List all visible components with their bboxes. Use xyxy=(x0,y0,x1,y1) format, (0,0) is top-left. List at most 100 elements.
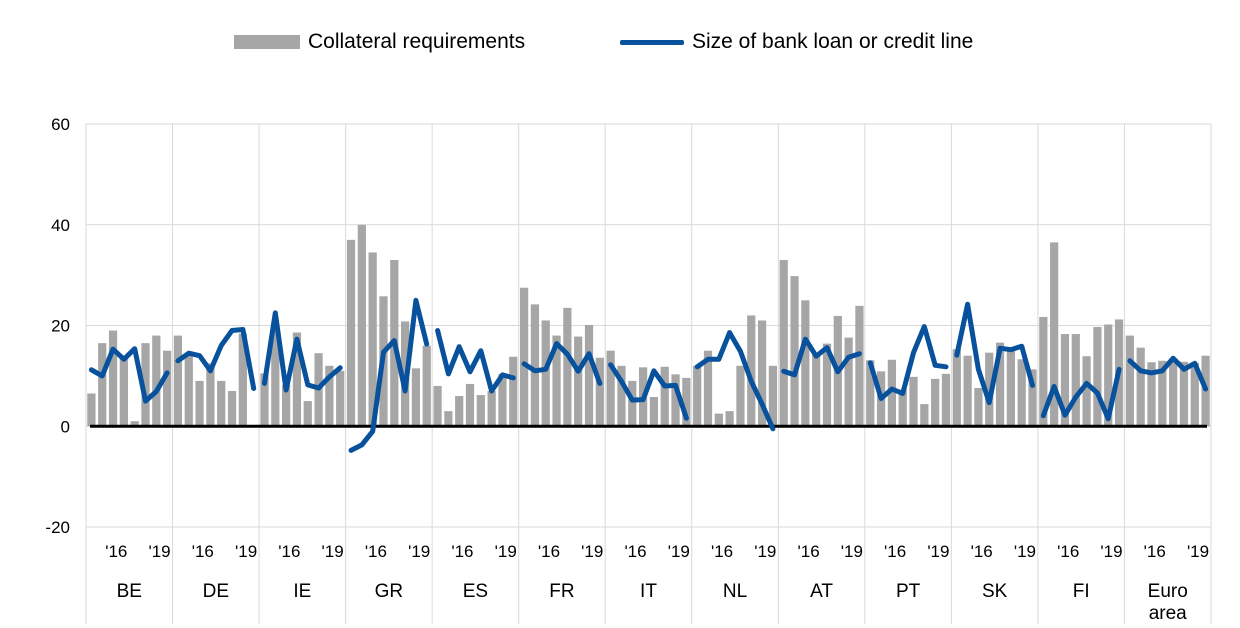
bar-collateral-gr xyxy=(422,345,431,427)
bar-collateral-sk xyxy=(952,349,961,427)
bar-collateral-it xyxy=(617,365,626,427)
group-label: FI xyxy=(1073,581,1090,602)
bar-collateral-be xyxy=(141,343,150,427)
legend: Collateral requirements Size of bank loa… xyxy=(0,30,1240,60)
bar-collateral-it xyxy=(606,350,615,427)
bar-collateral-nl xyxy=(714,413,723,427)
bar-collateral-at xyxy=(822,343,832,427)
bar-collateral-it xyxy=(628,380,637,427)
line-bank-loan-sk xyxy=(954,301,1035,406)
x-tick-label: '19 xyxy=(495,542,517,561)
x-tick-label: '19 xyxy=(841,542,863,561)
bar-collateral-euro-area xyxy=(1147,362,1156,427)
bar-collateral-nl xyxy=(747,315,756,427)
bar-collateral-be xyxy=(98,343,107,427)
bar-collateral-fr xyxy=(563,307,572,427)
bar-collateral-it xyxy=(649,397,659,427)
x-tick-label: '16 xyxy=(1144,542,1166,561)
y-tick-label: -20 xyxy=(45,518,70,537)
bar-collateral-de xyxy=(173,335,183,427)
bar-collateral-sk xyxy=(1006,348,1015,427)
x-tick-label: '19 xyxy=(1100,542,1122,561)
x-tick-label: '19 xyxy=(322,542,344,561)
bar-collateral-nl xyxy=(725,411,734,427)
group-label: PT xyxy=(896,581,921,602)
line-bank-loan-ie xyxy=(262,310,343,393)
line-bank-loan-gr xyxy=(348,297,430,453)
bar-collateral-es xyxy=(498,373,507,427)
x-tick-label: '19 xyxy=(581,542,603,561)
x-tick-label: '16 xyxy=(711,542,733,561)
bar-collateral-gr xyxy=(346,239,356,427)
bar-collateral-gr xyxy=(368,252,377,427)
bar-collateral-es xyxy=(487,390,496,427)
bar-collateral-ie xyxy=(271,331,280,427)
x-tick-label: '19 xyxy=(235,542,257,561)
bar-collateral-nl xyxy=(693,365,702,427)
x-tick-label: '16 xyxy=(538,542,560,561)
x-tick-label: '16 xyxy=(624,542,646,561)
bar-collateral-es xyxy=(509,356,518,427)
x-tick-label: '16 xyxy=(192,542,214,561)
bar-collateral-de xyxy=(227,390,237,427)
group-label: DE xyxy=(203,581,229,602)
legend-label-collateral: Collateral requirements xyxy=(308,30,526,53)
bar-collateral-be xyxy=(163,350,172,427)
group-label: GR xyxy=(375,581,404,602)
line-bank-loan-at xyxy=(781,336,862,378)
bar-collateral-ie xyxy=(282,384,291,427)
bar-collateral-nl xyxy=(736,365,745,427)
bar-collateral-gr xyxy=(411,368,421,427)
group-label: NL xyxy=(723,581,747,602)
line-bank-loan-pt xyxy=(867,324,949,401)
x-tick-label: '16 xyxy=(105,542,127,561)
group-label: FR xyxy=(549,581,574,602)
bar-collateral-be xyxy=(130,421,139,427)
bar-collateral-be xyxy=(119,355,128,427)
bar-collateral-at xyxy=(844,337,853,427)
bar-collateral-de xyxy=(217,380,226,427)
bar-collateral-sk xyxy=(1028,369,1037,427)
line-bank-loan-it xyxy=(608,362,689,421)
bar-collateral-euro-area xyxy=(1169,360,1178,427)
line-bank-loan-es xyxy=(435,328,516,394)
x-tick-label: '16 xyxy=(1057,542,1079,561)
bar-collateral-ie xyxy=(260,373,269,427)
bar-collateral-fr xyxy=(584,324,594,427)
bar-collateral-it xyxy=(682,377,691,427)
legend-label-bank-loan: Size of bank loan or credit line xyxy=(692,30,974,53)
x-tick-label: '16 xyxy=(365,542,387,561)
y-tick-label: 20 xyxy=(51,317,70,336)
x-tick-label: '19 xyxy=(148,542,170,561)
group-label: Euro xyxy=(1148,581,1188,602)
y-tick-label: 0 xyxy=(61,417,70,436)
bar-collateral-fr xyxy=(595,357,604,427)
bar-collateral-euro-area xyxy=(1158,360,1167,427)
bar-collateral-es xyxy=(465,383,475,427)
line-bank-loan-fr xyxy=(521,341,603,386)
bar-collateral-fi xyxy=(1071,334,1080,427)
line-bank-loan-de xyxy=(175,327,257,391)
bar-collateral-nl xyxy=(768,365,778,427)
bar-collateral-es xyxy=(433,385,442,427)
x-tick-label: '19 xyxy=(408,542,430,561)
bar-collateral-at xyxy=(812,353,821,427)
bar-collateral-sk xyxy=(974,387,983,427)
bar-collateral-sk xyxy=(985,352,994,427)
bar-collateral-at xyxy=(790,276,799,427)
bar-collateral-euro-area xyxy=(1179,361,1189,427)
bar-collateral-ie xyxy=(303,401,312,427)
bar-collateral-es xyxy=(455,396,464,427)
bar-collateral-euro-area xyxy=(1125,335,1134,427)
x-tick-label: '16 xyxy=(798,542,820,561)
group-label: ES xyxy=(463,581,488,602)
bar-collateral-sk xyxy=(1017,359,1026,427)
x-tick-label: '19 xyxy=(754,542,776,561)
bar-collateral-pt xyxy=(909,376,918,427)
bar-collateral-pt xyxy=(941,373,951,427)
bar-collateral-at xyxy=(779,260,788,427)
bar-collateral-it xyxy=(660,366,669,427)
x-tick-label: '16 xyxy=(971,542,993,561)
line-bank-loan-be xyxy=(88,346,170,404)
bar-collateral-de xyxy=(195,380,204,427)
